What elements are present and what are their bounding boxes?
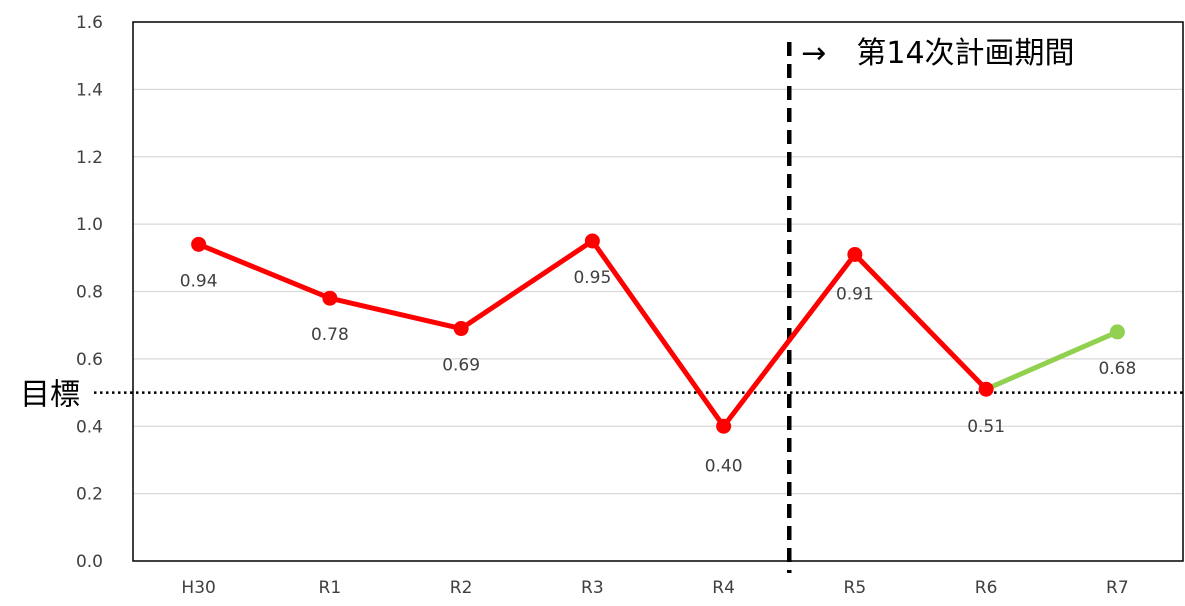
- data-label: 0.68: [1098, 359, 1136, 379]
- data-label: 0.94: [180, 271, 218, 291]
- data-point: [716, 418, 732, 434]
- data-label: 0.78: [311, 325, 349, 345]
- data-label: 0.91: [836, 284, 874, 304]
- x-tick-label: R7: [1106, 578, 1129, 598]
- y-axis-ticks: 0.0 0.2 0.4 0.6 0.8 1.0 1.2 1.4 1.6: [76, 13, 103, 572]
- data-point: [1109, 324, 1125, 340]
- target-label: 目標: [20, 378, 80, 413]
- x-tick-label: R6: [975, 578, 998, 598]
- x-tick-label: R1: [319, 578, 342, 598]
- data-label: 0.95: [573, 268, 611, 288]
- data-point: [978, 381, 994, 397]
- x-tick-label: R2: [450, 578, 473, 598]
- x-tick-label: R4: [712, 578, 735, 598]
- data-point: [322, 290, 338, 306]
- x-tick-label: H30: [181, 578, 215, 598]
- series-group: [191, 233, 1125, 434]
- data-label: 0.40: [705, 456, 743, 476]
- x-tick-label: R3: [581, 578, 604, 598]
- period-annotation: → 第14次計画期間: [801, 36, 1074, 71]
- data-point: [847, 246, 863, 262]
- y-tick-label: 1.4: [76, 80, 103, 100]
- y-tick-label: 0.4: [76, 417, 103, 437]
- plot-area: [132, 21, 1184, 562]
- gridlines: [133, 88, 1183, 495]
- y-tick-label: 0.6: [76, 350, 103, 370]
- data-point: [191, 236, 207, 252]
- data-label: 0.51: [967, 417, 1005, 437]
- x-axis-ticks: H30 R1 R2 R3 R4 R5 R6 R7: [181, 578, 1128, 598]
- y-tick-label: 1.2: [76, 148, 103, 168]
- data-label: 0.69: [442, 356, 480, 376]
- y-tick-label: 0.8: [76, 283, 103, 303]
- data-labels: 0.94 0.78 0.69 0.95 0.40 0.91 0.51 0.68: [180, 268, 1137, 476]
- x-tick-label: R5: [844, 578, 867, 598]
- data-point: [453, 321, 469, 337]
- y-tick-label: 0.0: [76, 552, 103, 572]
- y-tick-label: 0.2: [76, 485, 103, 505]
- series-line: [983, 329, 1120, 392]
- y-tick-label: 1.0: [76, 215, 103, 235]
- y-tick-label: 1.6: [76, 13, 103, 33]
- data-point: [584, 233, 600, 249]
